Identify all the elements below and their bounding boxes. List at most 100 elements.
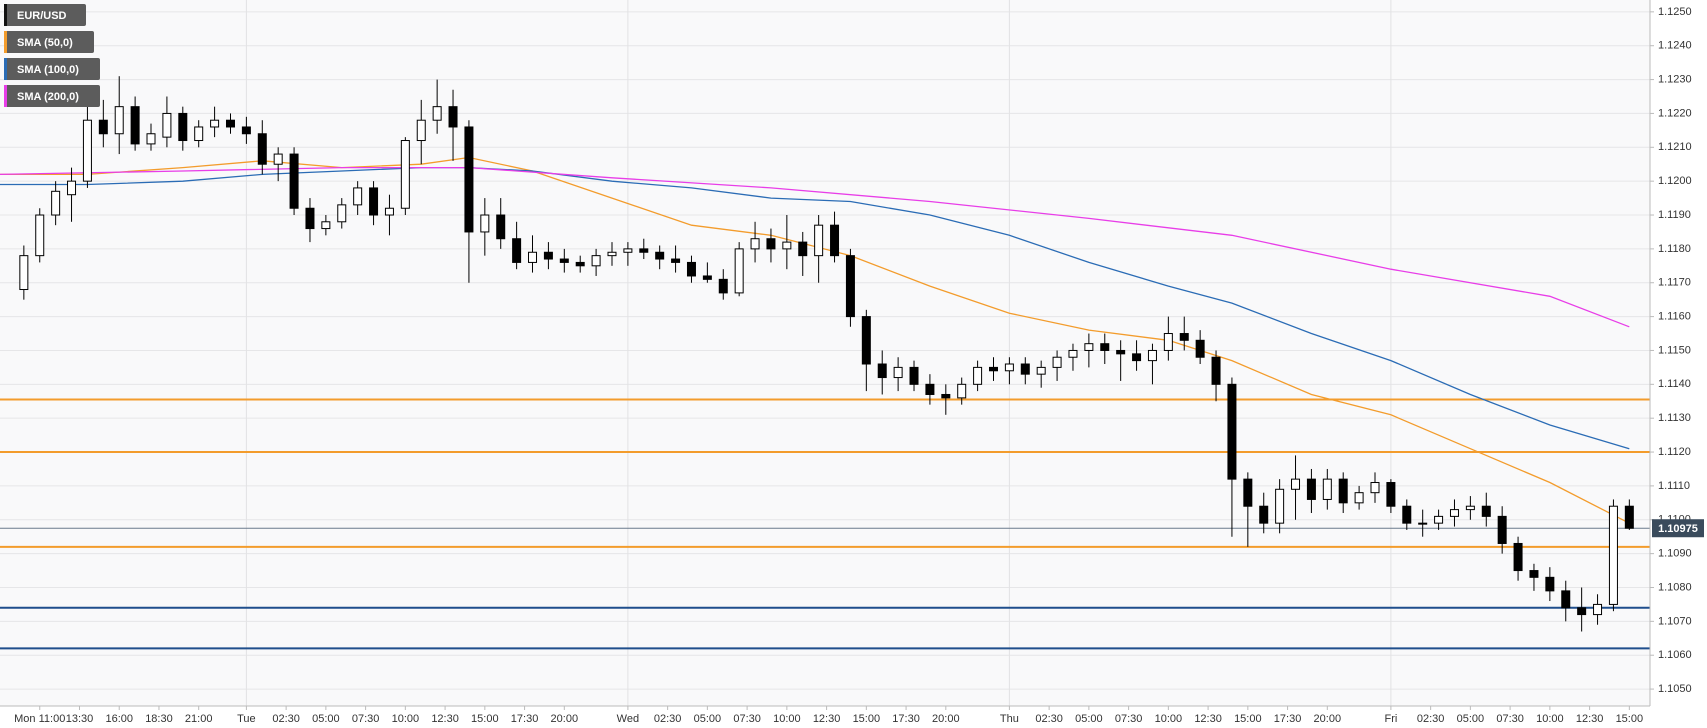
y-tick-label: 1.1210 (1658, 141, 1692, 153)
candle-body (98, 119, 108, 135)
candle-body (1513, 542, 1523, 572)
candles (19, 76, 1634, 632)
x-tick-label: 07:30 (352, 713, 380, 725)
candle-body (1052, 356, 1062, 368)
candle-body (1545, 576, 1555, 592)
candle-body (353, 187, 363, 206)
candle-body (861, 316, 871, 365)
y-tick-label: 1.1130 (1658, 412, 1691, 424)
candle-body (1624, 505, 1634, 529)
legend-box (4, 4, 86, 26)
candle-body (432, 106, 442, 121)
candle-body (257, 133, 267, 165)
candle-body (369, 187, 379, 216)
candle-body (528, 251, 538, 263)
candle-body (1275, 488, 1285, 524)
x-tick-label: 15:00 (1234, 713, 1262, 725)
sma-line (0, 166, 1630, 450)
candle-body (1179, 333, 1189, 341)
x-tick-label: 15:00 (471, 713, 499, 725)
candle-body (1291, 478, 1301, 490)
candle-body (384, 207, 394, 216)
candle-body (194, 126, 204, 142)
candle-body (941, 393, 951, 399)
candle-body (1370, 482, 1380, 494)
y-tick-label: 1.1170 (1658, 277, 1691, 289)
candle-body (1529, 570, 1539, 578)
x-tick-label: 12:30 (813, 713, 841, 725)
sma-line (0, 166, 1630, 328)
candle-body (1402, 505, 1412, 524)
legend-swatch (4, 31, 7, 53)
candle-body (591, 255, 601, 267)
candle-body (909, 366, 919, 385)
candle-body (766, 238, 776, 250)
candle-body (305, 207, 315, 230)
x-tick-label: 16:00 (105, 713, 133, 725)
candle-body (607, 251, 617, 257)
candle-body (496, 214, 506, 240)
candle-body (321, 221, 331, 230)
candle-body (639, 248, 649, 253)
last-price-box (1652, 519, 1704, 538)
candle-body (623, 248, 633, 253)
candle-body (1561, 590, 1571, 609)
x-tick-label: 17:30 (1274, 713, 1302, 725)
candle-body (957, 383, 967, 399)
y-tick-label: 1.1180 (1658, 243, 1691, 255)
x-tick-label: 02:30 (654, 713, 682, 725)
candle-body (718, 278, 728, 294)
candle-body (782, 241, 792, 250)
candle-body (925, 383, 935, 395)
levels (0, 398, 1650, 650)
legend-label: SMA (50,0) (17, 37, 73, 49)
candle-body (1132, 353, 1142, 362)
candle-body (559, 258, 569, 263)
candle-body (35, 214, 45, 257)
candle-body (973, 366, 983, 385)
candle-body (1322, 478, 1332, 500)
candle-body (1354, 492, 1364, 504)
y-tick-label: 1.1120 (1658, 446, 1691, 458)
candle-body (1593, 603, 1603, 616)
y-tick-label: 1.1080 (1658, 581, 1692, 593)
candle-body (830, 224, 840, 257)
candle-body (1259, 505, 1269, 524)
legend-swatch (4, 4, 7, 26)
sma-line (0, 156, 1630, 524)
x-tick-label: 21:00 (185, 713, 213, 725)
candle-body (448, 106, 458, 128)
y-tick-label: 1.1090 (1658, 548, 1692, 560)
x-tick-label: 15:00 (1616, 713, 1644, 725)
moving-averages (0, 156, 1630, 524)
x-tick-label: 05:00 (312, 713, 340, 725)
candle-body (893, 366, 903, 379)
y-tick-label: 1.1200 (1658, 175, 1692, 187)
y-tick-label: 1.1220 (1658, 107, 1692, 119)
candle-body (686, 261, 696, 277)
candle-body (241, 126, 251, 135)
candle-body (543, 251, 553, 260)
x-tick-label: 02:30 (272, 713, 300, 725)
candle-body (289, 153, 299, 209)
candle-body (750, 238, 760, 250)
candle-body (114, 106, 124, 135)
x-tick-label: 07:30 (1115, 713, 1143, 725)
x-tick-label: 12:30 (1194, 713, 1222, 725)
x-tick-label: 05:00 (1075, 713, 1103, 725)
candle-body (130, 106, 140, 145)
x-tick-label: 15:00 (853, 713, 881, 725)
y-tick-label: 1.1140 (1658, 378, 1691, 390)
candle-body (400, 140, 410, 209)
candle-body (1004, 363, 1014, 372)
candle-body (1243, 478, 1253, 507)
candle-body (1338, 478, 1348, 504)
candle-body (734, 248, 744, 294)
last-price-label: 1.10975 (1658, 523, 1698, 535)
candle-body (1147, 349, 1157, 362)
x-tick-label: 10:00 (773, 713, 801, 725)
plot-background (0, 0, 1650, 706)
x-tick-label: 20:00 (1314, 713, 1342, 725)
candle-body (480, 214, 490, 233)
